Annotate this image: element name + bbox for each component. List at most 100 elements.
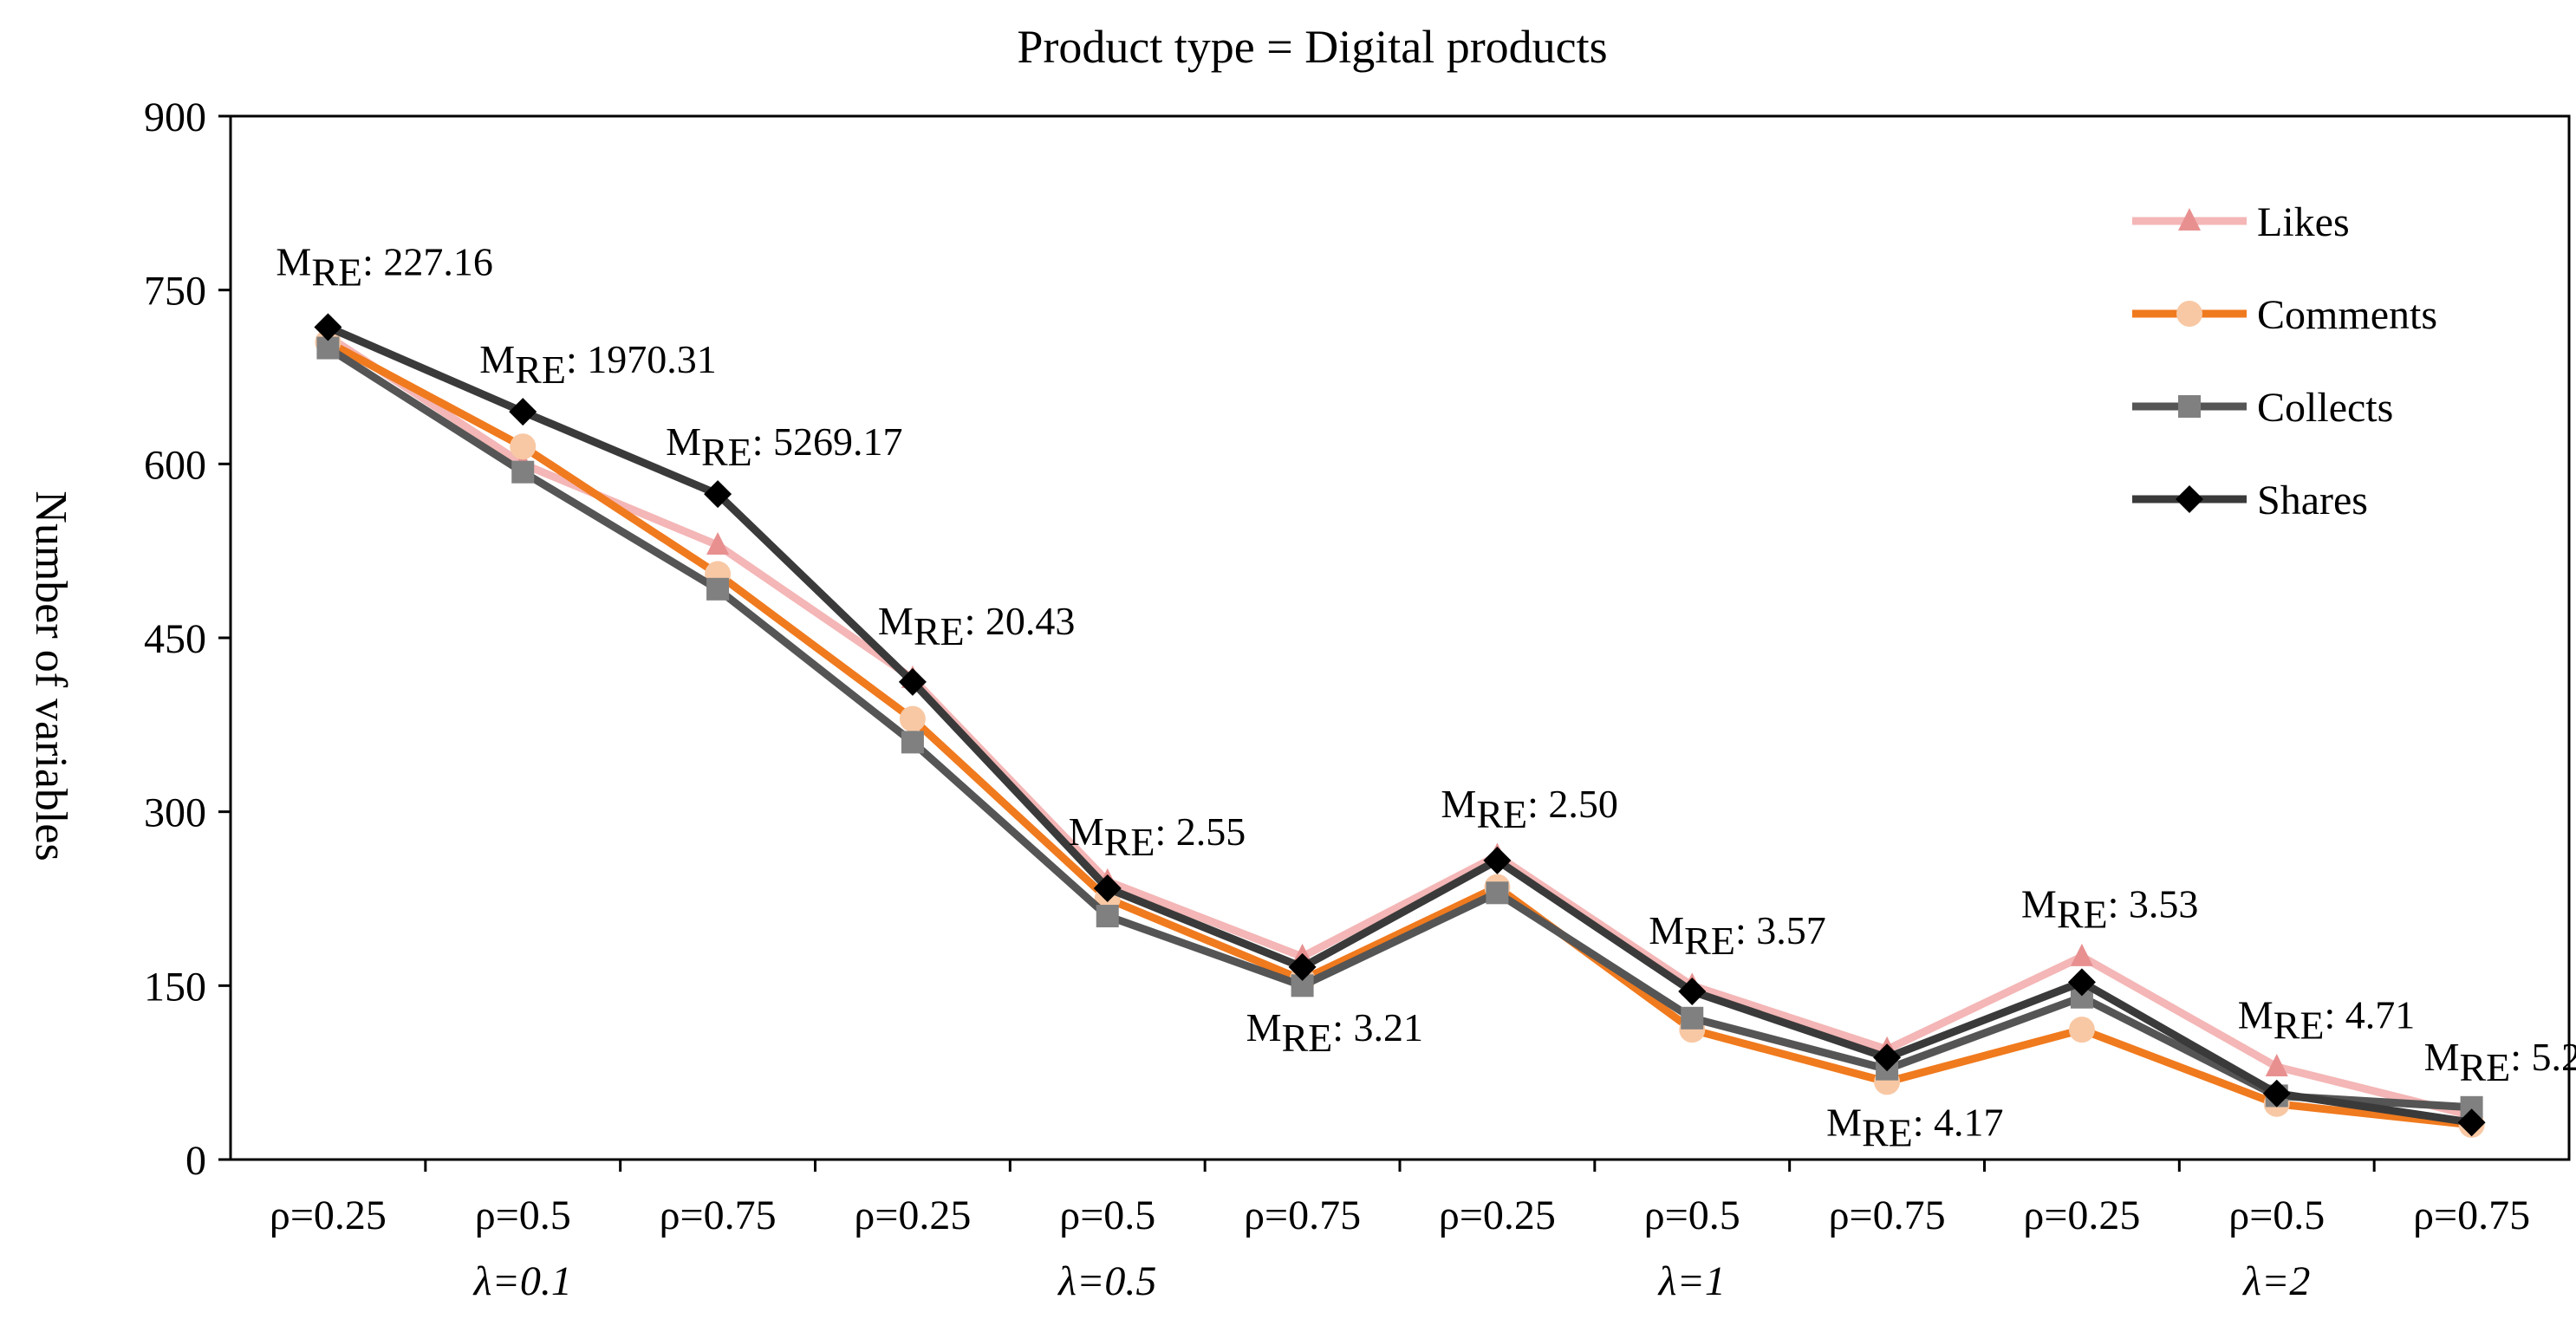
- annotation-sub: RE: [1104, 820, 1155, 864]
- series-likes-line: [325, 333, 2473, 1120]
- likes-point: [706, 531, 730, 555]
- annotation-value: : 5269.17: [752, 419, 903, 464]
- shares-point: [1288, 952, 1317, 981]
- legend-swatch-marker: [2178, 395, 2201, 418]
- y-tick-label: 750: [144, 269, 206, 315]
- likes-point: [2070, 943, 2093, 966]
- annotation-mre: MRE: 2.55: [1069, 809, 1246, 864]
- annotation-value: : 2.55: [1155, 809, 1246, 854]
- chart-title: Product type = Digital products: [1017, 21, 1607, 73]
- annotation-mre: MRE: 5.24: [2424, 1035, 2576, 1089]
- annotation-value: : 3.21: [1332, 1005, 1423, 1049]
- comments-point: [510, 433, 537, 460]
- shares-point: [704, 480, 732, 509]
- x-group-label: λ=1: [1657, 1258, 1726, 1304]
- annotation-sub: RE: [1476, 792, 1527, 836]
- shares-point: [1873, 1043, 1902, 1072]
- series-shares-line: [326, 323, 2473, 1127]
- annotation-value: : 2.50: [1527, 782, 1618, 826]
- y-tick-label: 600: [144, 442, 206, 488]
- x-category-label: ρ=0.25: [270, 1192, 387, 1238]
- y-tick-label: 900: [144, 94, 206, 140]
- y-axis-ticks: 0 150 300 450 600 750 900: [144, 94, 231, 1184]
- annotation-sub: RE: [1684, 919, 1735, 963]
- shares-point: [509, 398, 537, 426]
- collects-point: [1486, 881, 1509, 905]
- y-tick-label: 450: [144, 616, 206, 662]
- annotation-sub: RE: [2459, 1045, 2510, 1089]
- legend-item-likes: Likes: [2132, 199, 2350, 245]
- x-group-label: λ=0.1: [472, 1258, 572, 1304]
- annotation-m: M: [878, 599, 914, 643]
- series-shares: [314, 313, 2486, 1137]
- annotation-sub: RE: [2057, 892, 2108, 936]
- legend-label: Collects: [2257, 385, 2393, 431]
- shares-point: [1093, 874, 1122, 902]
- annotation-m: M: [1069, 809, 1104, 854]
- x-category-label: ρ=0.75: [660, 1192, 777, 1238]
- annotation-value: : 4.17: [1913, 1100, 2004, 1144]
- plot-area-frame: [229, 114, 2571, 1161]
- series-layer: [314, 313, 2486, 1138]
- shares-point: [1483, 846, 1512, 874]
- legend: Likes Comments Collects Shares: [2132, 199, 2437, 523]
- annotation-sub: RE: [701, 430, 752, 474]
- annotation-m: M: [2021, 881, 2057, 926]
- annotation-mre: MRE: 4.71: [2238, 993, 2415, 1048]
- legend-swatch-marker: [2176, 301, 2202, 327]
- legend-swatch-marker: [2176, 485, 2203, 513]
- x-category-label: ρ=0.75: [2413, 1192, 2530, 1238]
- annotation-mre: MRE: 227.16: [276, 239, 492, 294]
- annotation-m: M: [1246, 1005, 1282, 1049]
- annotation-value: : 3.57: [1735, 908, 1826, 952]
- x-category-label: ρ=0.5: [1644, 1192, 1740, 1238]
- legend-label: Comments: [2257, 292, 2437, 338]
- y-tick-label: 0: [185, 1138, 206, 1184]
- annotation-sub: RE: [2274, 1004, 2325, 1048]
- annotation-m: M: [666, 419, 701, 464]
- annotation-mre: MRE: 2.50: [1441, 782, 1617, 836]
- legend-item-shares: Shares: [2132, 478, 2368, 523]
- annotation-m: M: [479, 337, 515, 381]
- annotation-value: : 1970.31: [566, 337, 717, 381]
- annotation-sub: RE: [1281, 1016, 1332, 1060]
- annotation-m: M: [2424, 1035, 2460, 1079]
- legend-swatch-marker: [2178, 208, 2201, 231]
- annotation-m: M: [2238, 993, 2274, 1037]
- shares-point: [898, 667, 927, 696]
- x-group-label: λ=2: [2241, 1258, 2310, 1304]
- annotation-m: M: [1826, 1100, 1862, 1144]
- collects-point: [1096, 905, 1119, 928]
- y-tick-label: 150: [144, 964, 206, 1010]
- annotation-sub: RE: [1862, 1110, 1913, 1154]
- annotation-mre: MRE: 20.43: [878, 599, 1075, 653]
- annotation-m: M: [1649, 908, 1684, 952]
- annotation-value: : 20.43: [965, 599, 1076, 643]
- series-collects-line: [325, 344, 2472, 1112]
- comments-point: [899, 705, 926, 732]
- x-category-label: ρ=0.5: [1059, 1192, 1155, 1238]
- annotation-mre: MRE: 4.17: [1826, 1100, 2003, 1154]
- shares-point: [2457, 1108, 2486, 1137]
- x-group-label: λ=0.5: [1057, 1258, 1156, 1304]
- annotation-mre: MRE: 3.57: [1649, 908, 1825, 963]
- collects-point: [706, 577, 730, 601]
- x-category-label: ρ=0.5: [2228, 1192, 2325, 1238]
- collects-point: [1681, 1006, 1704, 1030]
- x-category-label: ρ=0.25: [2023, 1192, 2140, 1238]
- annotation-sub: RE: [311, 250, 362, 294]
- annotation-mre: MRE: 3.21: [1246, 1005, 1423, 1060]
- x-category-label: ρ=0.75: [1244, 1192, 1361, 1238]
- shares-point: [2067, 968, 2096, 997]
- series-comments-line: [326, 338, 2473, 1129]
- annotation-sub: RE: [914, 609, 965, 653]
- annotation-mre: MRE: 5269.17: [666, 419, 902, 474]
- legend-item-collects: Collects: [2132, 385, 2393, 431]
- annotation-mre: MRE: 1970.31: [479, 337, 716, 392]
- collects-point: [901, 731, 924, 754]
- comments-point: [2068, 1017, 2095, 1043]
- annotation-sub: RE: [515, 348, 566, 392]
- y-axis-label: Number of variables: [26, 491, 75, 861]
- y-tick-label: 300: [144, 790, 206, 836]
